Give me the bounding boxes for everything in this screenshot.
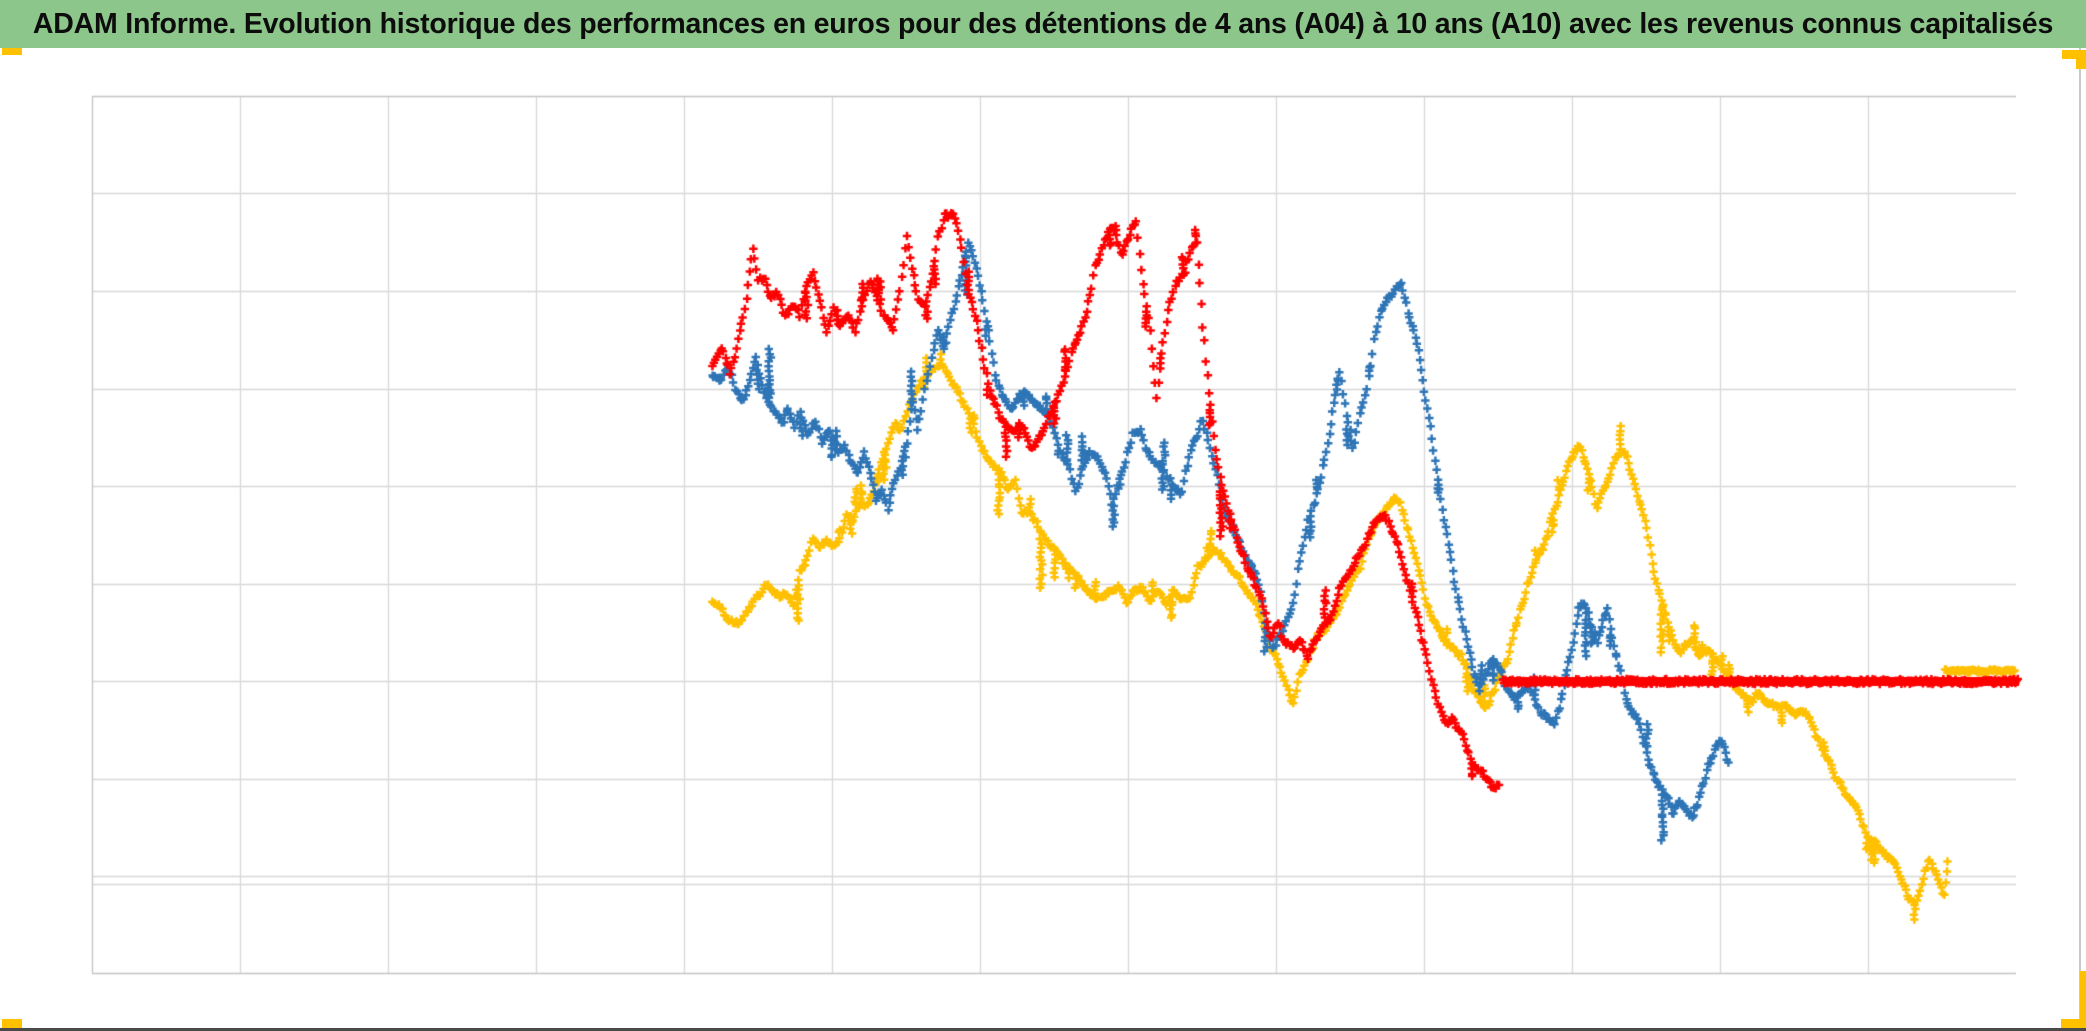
selection-handle-top-left[interactable] [2,48,22,55]
selection-handle-bottom-right-h[interactable] [2061,1019,2086,1028]
selection-handle-bottom-right-v[interactable] [2080,971,2086,1028]
selection-handle-top-right-h[interactable] [2062,50,2086,59]
title-bar: ADAM Informe. Evolution historique des p… [0,0,2086,48]
selection-handle-bottom-left[interactable] [2,1019,22,1028]
pane-divider-line [2079,48,2081,1031]
chart-title: ADAM Informe. Evolution historique des p… [32,7,2054,40]
bottom-edge-line [0,1028,2086,1031]
selection-handle-top-right-v[interactable] [2076,50,2086,69]
